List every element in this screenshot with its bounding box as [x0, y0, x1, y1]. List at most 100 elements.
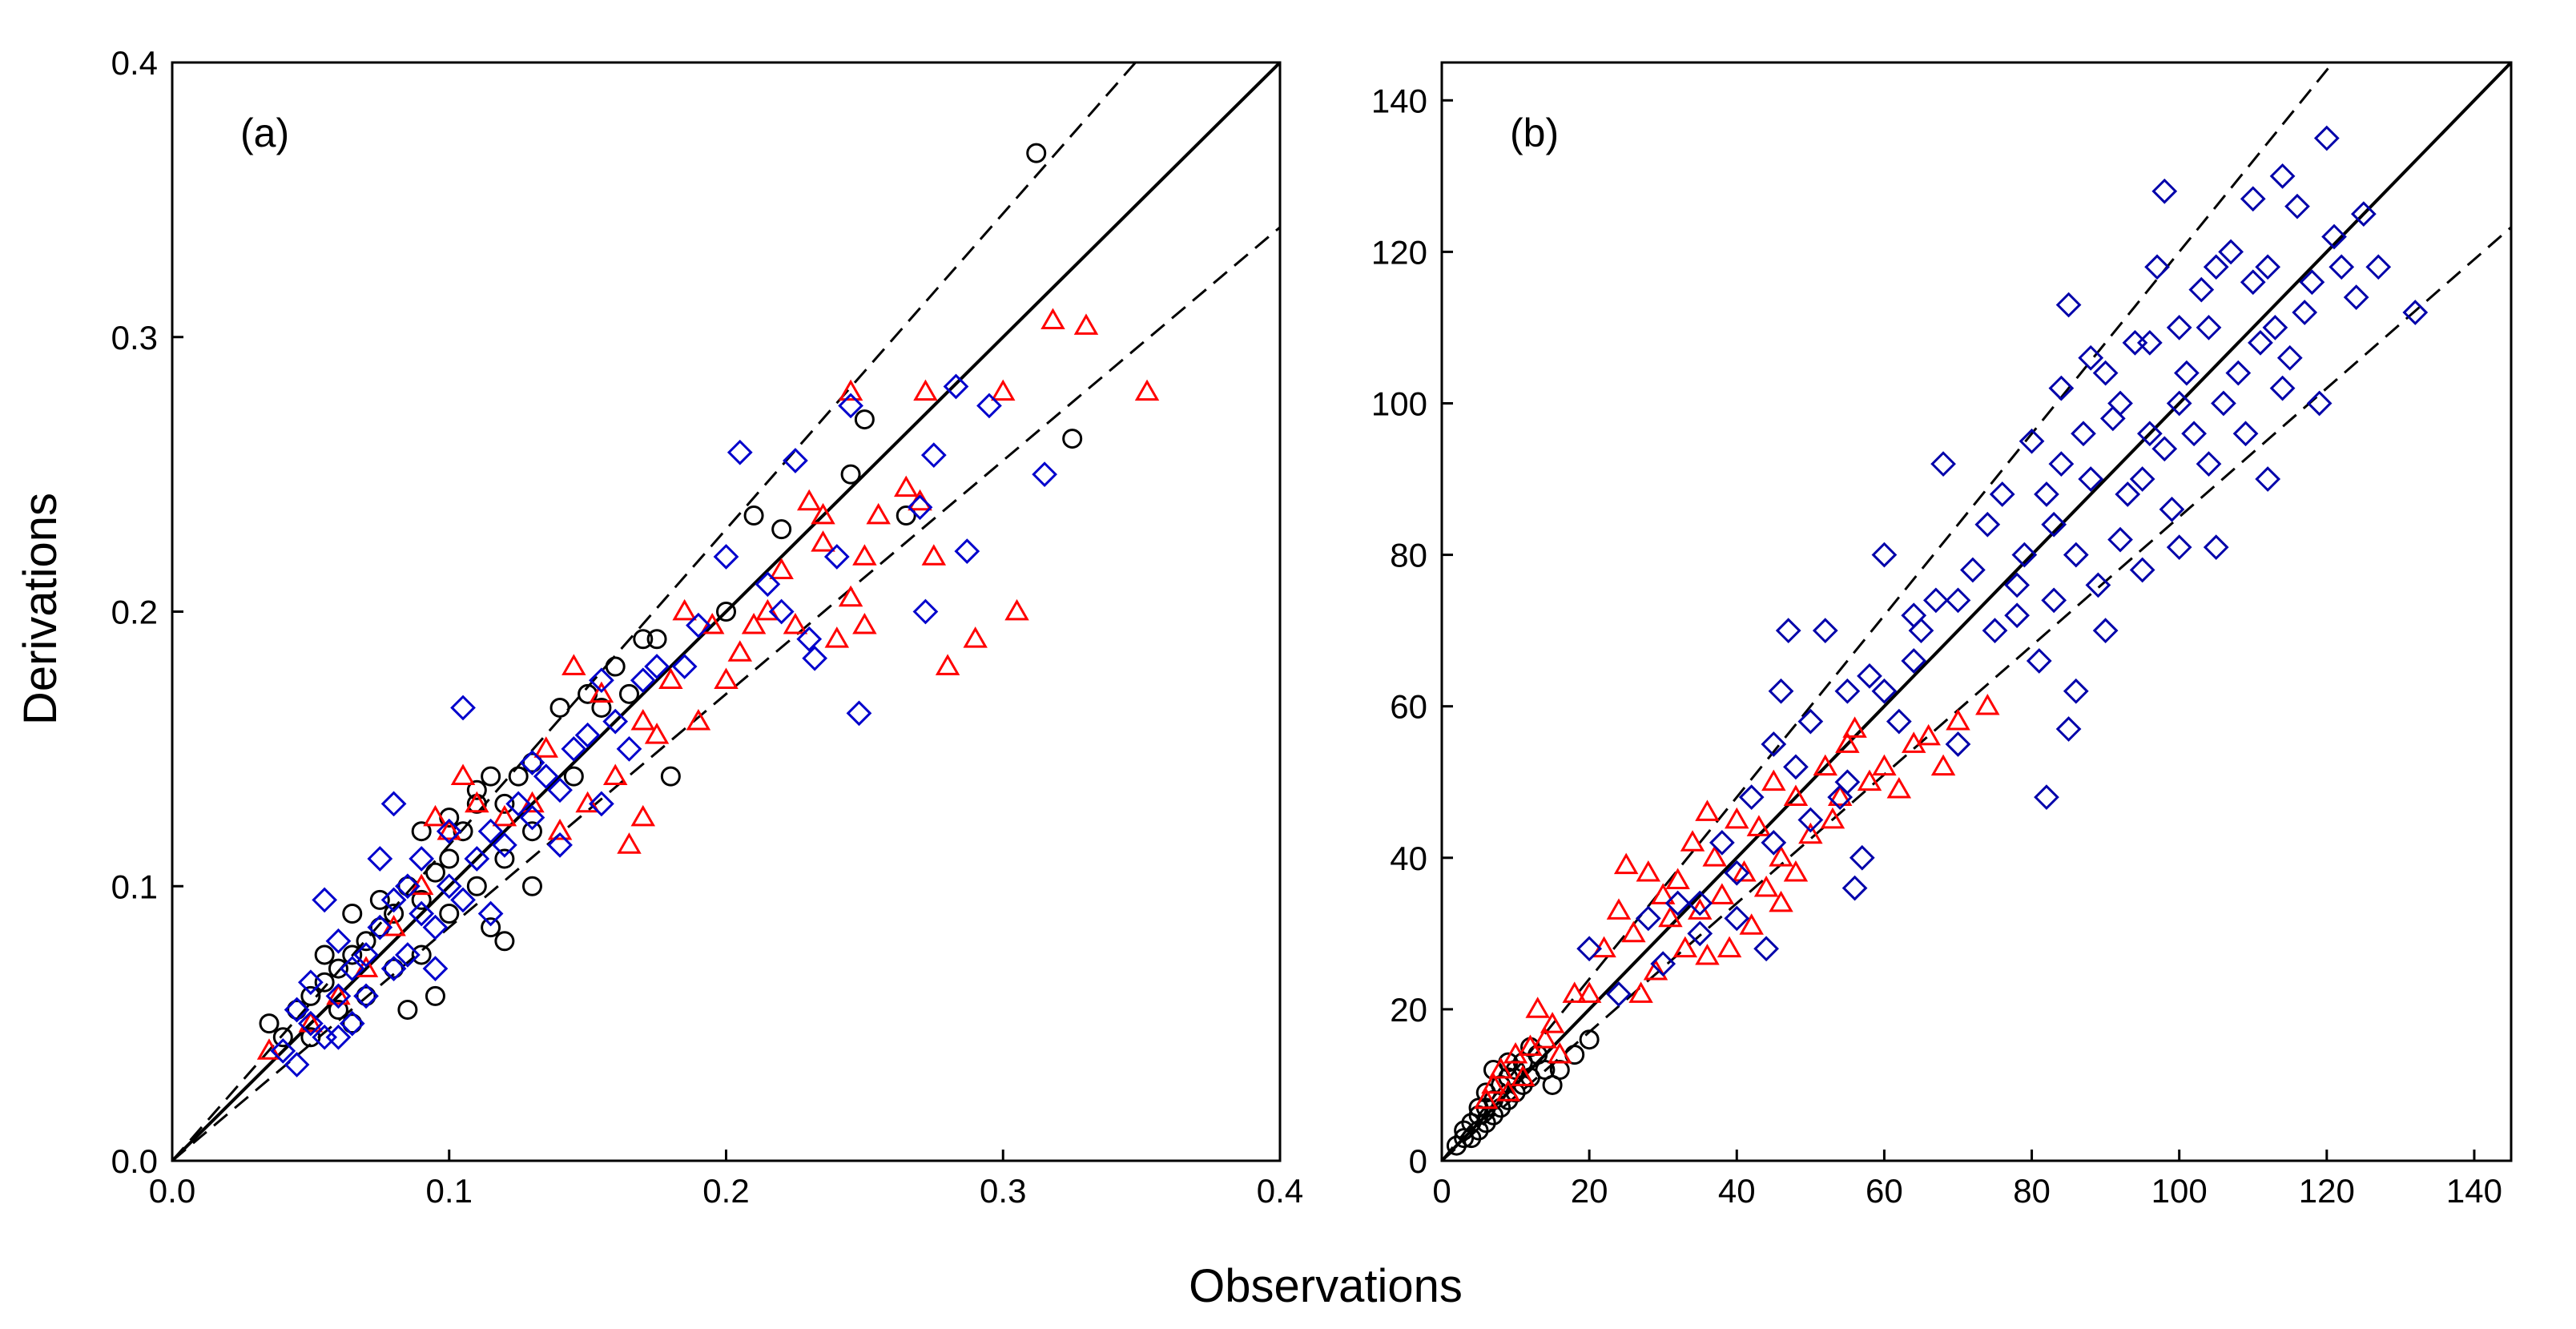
panel-a-point-diamond-1 [284, 1052, 310, 1077]
panel-a-point-diamond-21 [450, 695, 476, 721]
panel-a-point-circle-41 [896, 505, 916, 526]
panel-b-point-diamond-33 [2011, 542, 2038, 568]
panel-a-point-triangle-34 [838, 585, 863, 607]
panel-a-point-triangle-46 [1134, 379, 1160, 401]
panel-a-reference-line-lower [172, 225, 1280, 1161]
panel-a-point-diamond-15 [395, 942, 421, 968]
panel-a-point-circle-44 [342, 1013, 363, 1034]
panel-b-point-diamond-85 [2365, 254, 2392, 280]
panel-a-point-diamond-65 [589, 791, 614, 817]
panel-a-point-diamond-17 [409, 846, 435, 872]
panel-a-point-circle-40 [854, 409, 875, 430]
panel-b-point-diamond-73 [2262, 315, 2288, 340]
panel-b-point-triangle-20 [1650, 883, 1676, 904]
panel-b-point-triangle-39 [1813, 754, 1838, 776]
panel-a-point-circle-55 [342, 904, 363, 924]
panel-b-point-diamond-67 [2225, 360, 2252, 386]
panel-b-point-diamond-81 [2321, 224, 2347, 250]
panel-b-point-diamond-78 [2299, 269, 2325, 296]
panel-b: 0 20 40 60 80 100 120 140 0 20 40 60 80 100 120 140 (b) [1371, 61, 2513, 1210]
panel-b-point-diamond-92 [1901, 602, 1927, 629]
panel-b-point-triangle-17 [1628, 981, 1653, 1003]
panel-a-point-diamond-59 [519, 750, 545, 775]
panel-b-point-diamond-44 [2078, 466, 2104, 492]
panel-b-point-diamond-42 [2063, 542, 2089, 568]
panel-b-point-triangle-30 [1725, 807, 1749, 829]
panel-a-point-triangle-21 [658, 667, 683, 690]
panel-a-point-triangle-25 [714, 667, 739, 690]
panel-b-point-diamond-66 [2218, 239, 2244, 265]
panel-a-point-diamond-29 [547, 777, 573, 803]
panel-a-point-diamond-20 [436, 818, 462, 844]
panel-b-point-diamond-97 [1724, 905, 1750, 932]
panel-a-point-circle-15 [411, 889, 432, 910]
panel-a-point-circle-56 [411, 821, 432, 842]
panel-a-point-diamond-6 [325, 928, 352, 954]
panel-b-point-triangle-23 [1672, 936, 1698, 958]
panel-b-point-diamond-94 [1834, 769, 1861, 795]
panel-a-x-tick-label-1: 0.1 [426, 1172, 473, 1210]
panel-a-point-diamond-8 [339, 1010, 365, 1037]
panel-a-point-diamond-19 [436, 873, 462, 900]
panel-a-point-triangle-9 [465, 791, 489, 813]
panel-b-point-diamond-102 [2240, 269, 2266, 296]
panel-a-point-triangle-35 [852, 544, 877, 566]
panel-b-point-triangle-16 [1621, 920, 1646, 943]
panel-b-point-diamond-18 [1841, 875, 1868, 901]
panel-b-reference-lines [1442, 62, 2511, 1161]
panel-a-point-triangle-43 [1004, 598, 1029, 621]
panel-b-point-diamond-1 [1606, 981, 1632, 1007]
panel-b-point-diamond-75 [2276, 344, 2303, 371]
panel-a-point-circle-47 [494, 931, 515, 952]
panel-a-point-circle-31 [591, 697, 612, 718]
panel-b-point-diamond-103 [2004, 572, 2031, 598]
panel-a-point-triangle-10 [492, 804, 517, 827]
panel-a-point-diamond-48 [846, 700, 872, 727]
panel-b-x-tick-label-2: 40 [1718, 1172, 1756, 1210]
panel-a-x-tick-label-2: 0.2 [702, 1172, 749, 1210]
panel-b-point-diamond-55 [2151, 178, 2178, 204]
panel-a-point-triangle-20 [644, 723, 670, 744]
panel-a-point-diamond-47 [838, 393, 863, 419]
panel-b-point-diamond-3 [1650, 951, 1676, 977]
panel-b-point-diamond-101 [2166, 390, 2192, 417]
panel-a-point-circle-13 [384, 958, 405, 979]
panel-b-y-tick-label-7: 140 [1371, 82, 1427, 119]
panel-a-point-triangle-19 [630, 804, 656, 827]
panel-a-point-triangle-48 [908, 489, 932, 511]
panel-b-point-triangle-42 [1842, 716, 1867, 738]
panel-a-point-diamond-12 [380, 791, 407, 817]
panel-a-point-triangle-13 [547, 819, 573, 840]
panel-a-point-triangle-32 [811, 530, 835, 552]
panel-a-point-diamond-58 [477, 900, 504, 927]
panel-b-point-diamond-63 [2203, 534, 2229, 561]
panel-a-point-triangle-26 [727, 640, 753, 662]
panel-a-point-diamond-25 [492, 832, 517, 858]
panel-a-point-triangle-44 [1040, 308, 1065, 330]
panel-a-reference-line-upper [172, 62, 1137, 1161]
panel-b-point-triangle-51 [1783, 860, 1809, 882]
panel-a-point-circle-32 [605, 656, 626, 677]
panel-a-point-circle-50 [521, 876, 542, 896]
panel-b-point-diamond-35 [2026, 648, 2052, 674]
panel-b-point-diamond-27 [1945, 587, 1971, 614]
panel-a-point-circle-43 [1062, 429, 1083, 449]
panel-a-label: (a) [240, 111, 289, 155]
panel-b-point-diamond-4 [1664, 890, 1691, 916]
panel-b-point-diamond-64 [2203, 254, 2229, 280]
panel-a-point-triangle-41 [963, 626, 988, 648]
panel-b-point-diamond-100 [2078, 344, 2104, 371]
panel-b-point-diamond-91 [1945, 731, 1971, 757]
panel-a-point-circle-53 [439, 807, 460, 828]
panel-b-point-diamond-14 [1797, 708, 1824, 735]
panel-b-point-diamond-106 [2196, 315, 2222, 340]
panel-b-point-diamond-9 [1753, 936, 1779, 962]
panel-a-point-circle-33 [633, 629, 654, 650]
panel-a-point-diamond-39 [713, 544, 739, 570]
panel-b-point-diamond-11 [1768, 678, 1794, 704]
panel-b-point-diamond-68 [2232, 421, 2259, 447]
panel-b-point-diamond-77 [2292, 300, 2318, 325]
panel-b-point-diamond-51 [2129, 466, 2155, 492]
panel-b-point-triangle-3 [1495, 1080, 1521, 1101]
